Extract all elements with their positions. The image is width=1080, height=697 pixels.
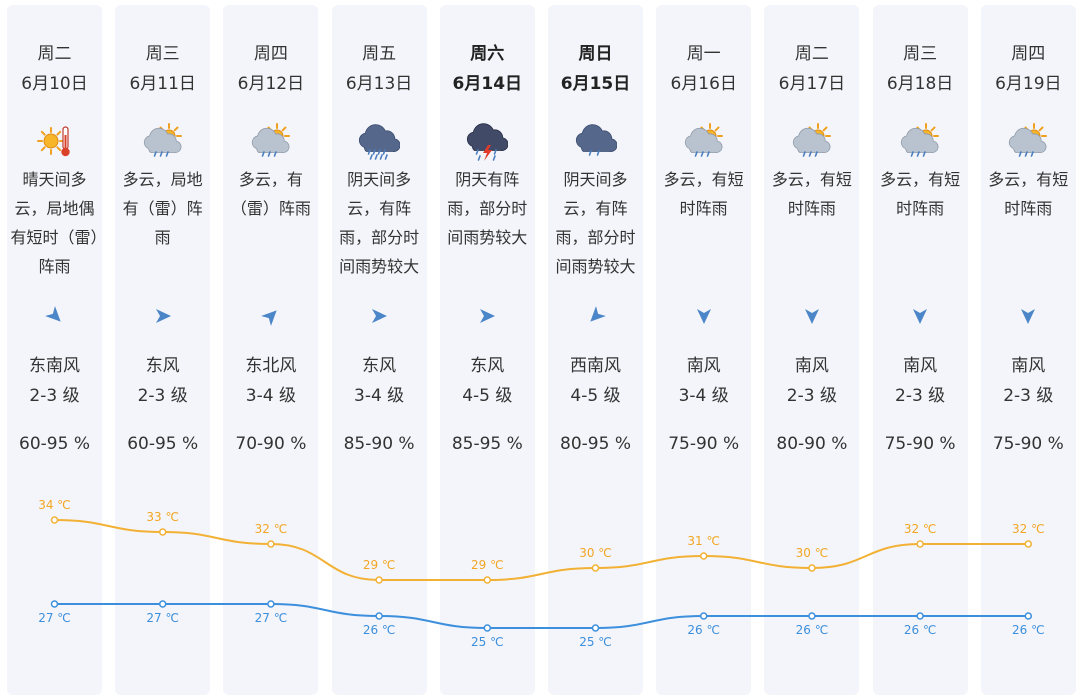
weather-description: 多云，有短时阵雨 [663,170,744,218]
day-column: 周二 6月10日 晴天间多云，局地偶有短时（雷）阵雨 东南风 2-3 级 60-… [7,5,102,695]
wind-level: 3-4 级 [245,386,296,406]
day-of-week: 周二 [37,44,72,64]
weather-description: 阴天有阵雨，部分时间雨势较大 [447,170,528,247]
humidity: 75-90 % [884,434,956,454]
weather-description: 多云，有短时阵雨 [771,170,852,218]
date: 6月12日 [237,74,305,94]
wind-direction: 东北风 [245,356,297,376]
date: 6月17日 [778,74,846,94]
day-column: 周日 6月15日 阴天间多云，有阵雨，部分时间雨势较大 西南风 4-5 级 80… [548,5,643,695]
wind-direction: 南风 [903,356,938,376]
partly-cloudy-rain-icon [250,121,292,163]
day-column: 周二 6月17日 多云，有短时阵雨 南风 2-3 级 80-90 % [764,5,860,695]
thunderstorm-icon [466,121,509,163]
day-column: 周四 6月19日 多云，有短时阵雨 南风 2-3 级 75-90 % [980,5,1076,695]
wind-level: 2-3 级 [895,386,946,406]
day-of-week: 周日 [578,44,613,64]
wind-arrow-icon [693,305,715,327]
day-of-week: 周三 [145,44,180,64]
wind-direction: 东南风 [29,356,80,376]
wind-direction: 东风 [362,356,397,376]
partly-cloudy-rain-icon [899,121,941,163]
humidity: 75-90 % [668,434,740,454]
day-of-week: 周四 [253,44,288,64]
wind-arrow-icon [368,305,390,327]
weather-description: 阴天间多云，有阵雨，部分时间雨势较大 [555,170,636,276]
wind-level: 2-3 级 [786,386,837,406]
partly-cloudy-rain-icon [142,121,184,163]
day-of-week: 周一 [686,44,721,64]
sun-thunder-icon [34,121,76,163]
humidity: 80-90 % [776,434,848,454]
wind-level: 4-5 级 [570,386,621,406]
wind-level: 2-3 级 [1003,386,1054,406]
humidity: 60-95 % [19,434,90,454]
day-column: 周三 6月11日 多云，局地有（雷）阵雨 东风 2-3 级 60-95 % [115,5,211,695]
wind-direction: 东风 [145,356,180,376]
date: 6月13日 [345,74,413,94]
partly-cloudy-rain-icon [791,121,833,163]
cloudy-rain-icon [575,121,617,163]
date: 6月11日 [129,74,196,94]
humidity: 75-90 % [992,434,1064,454]
wind-direction: 西南风 [570,356,621,376]
date: 6月19日 [995,74,1062,94]
wind-arrow-icon [909,305,931,327]
wind-arrow-icon [801,305,823,327]
wind-direction: 南风 [794,356,829,376]
humidity: 60-95 % [127,434,199,454]
weather-description: 多云，有短时阵雨 [880,170,961,218]
day-column: 周三 6月18日 多云，有短时阵雨 南风 2-3 级 75-90 % [872,5,968,695]
weather-description: 阴天间多云，有阵雨，部分时间雨势较大 [339,170,420,276]
weather-description: 多云，有短时阵雨 [988,170,1069,218]
partly-cloudy-rain-icon [683,121,725,163]
humidity: 85-90 % [343,434,415,454]
partly-cloudy-rain-icon [1007,121,1049,163]
wind-level: 4-5 级 [462,386,513,406]
wind-direction: 南风 [1011,356,1046,376]
day-column: 周五 6月13日 阴天间多云，有阵雨，部分时间雨势较大 东风 3-4 级 85-… [331,5,427,695]
day-of-week: 周二 [794,44,829,64]
day-of-week: 周三 [903,44,938,64]
wind-level: 3-4 级 [354,386,405,406]
humidity: 85-95 % [451,434,523,454]
day-column: 周四 6月12日 多云，有（雷）阵雨 东北风 3-4 级 70-90 % [223,5,319,695]
date: 6月14日 [452,74,523,94]
wind-level: 2-3 级 [137,386,188,406]
wind-direction: 南风 [686,356,721,376]
humidity: 70-90 % [235,434,307,454]
wind-arrow-icon [44,305,66,327]
wind-arrow-icon [1017,305,1039,327]
weather-description: 晴天间多云，局地偶有短时（雷）阵雨 [10,170,99,276]
cloudy-heavy-rain-icon [358,121,401,163]
humidity: 80-95 % [560,434,631,454]
weather-description: 多云，有（雷）阵雨 [230,170,311,218]
wind-level: 3-4 级 [678,386,729,406]
day-of-week: 周六 [470,44,505,64]
wind-direction: 东风 [470,356,505,376]
date: 6月15日 [560,74,631,94]
wind-arrow-icon [585,305,607,327]
weather-description: 多云，局地有（雷）阵雨 [122,170,203,247]
day-of-week: 周五 [362,44,397,64]
wind-arrow-icon [476,305,498,327]
date: 6月10日 [21,74,88,94]
wind-arrow-icon [152,305,174,327]
wind-arrow-icon [260,305,282,327]
day-of-week: 周四 [1011,44,1046,64]
day-column: 周六 6月14日 阴天有阵雨，部分时间雨势较大 东风 4-5 级 85-95 % [439,5,535,695]
date: 6月16日 [670,74,737,94]
day-column: 周一 6月16日 多云，有短时阵雨 南风 3-4 级 75-90 % [656,5,752,695]
wind-level: 2-3 级 [29,386,80,406]
date: 6月18日 [886,74,954,94]
